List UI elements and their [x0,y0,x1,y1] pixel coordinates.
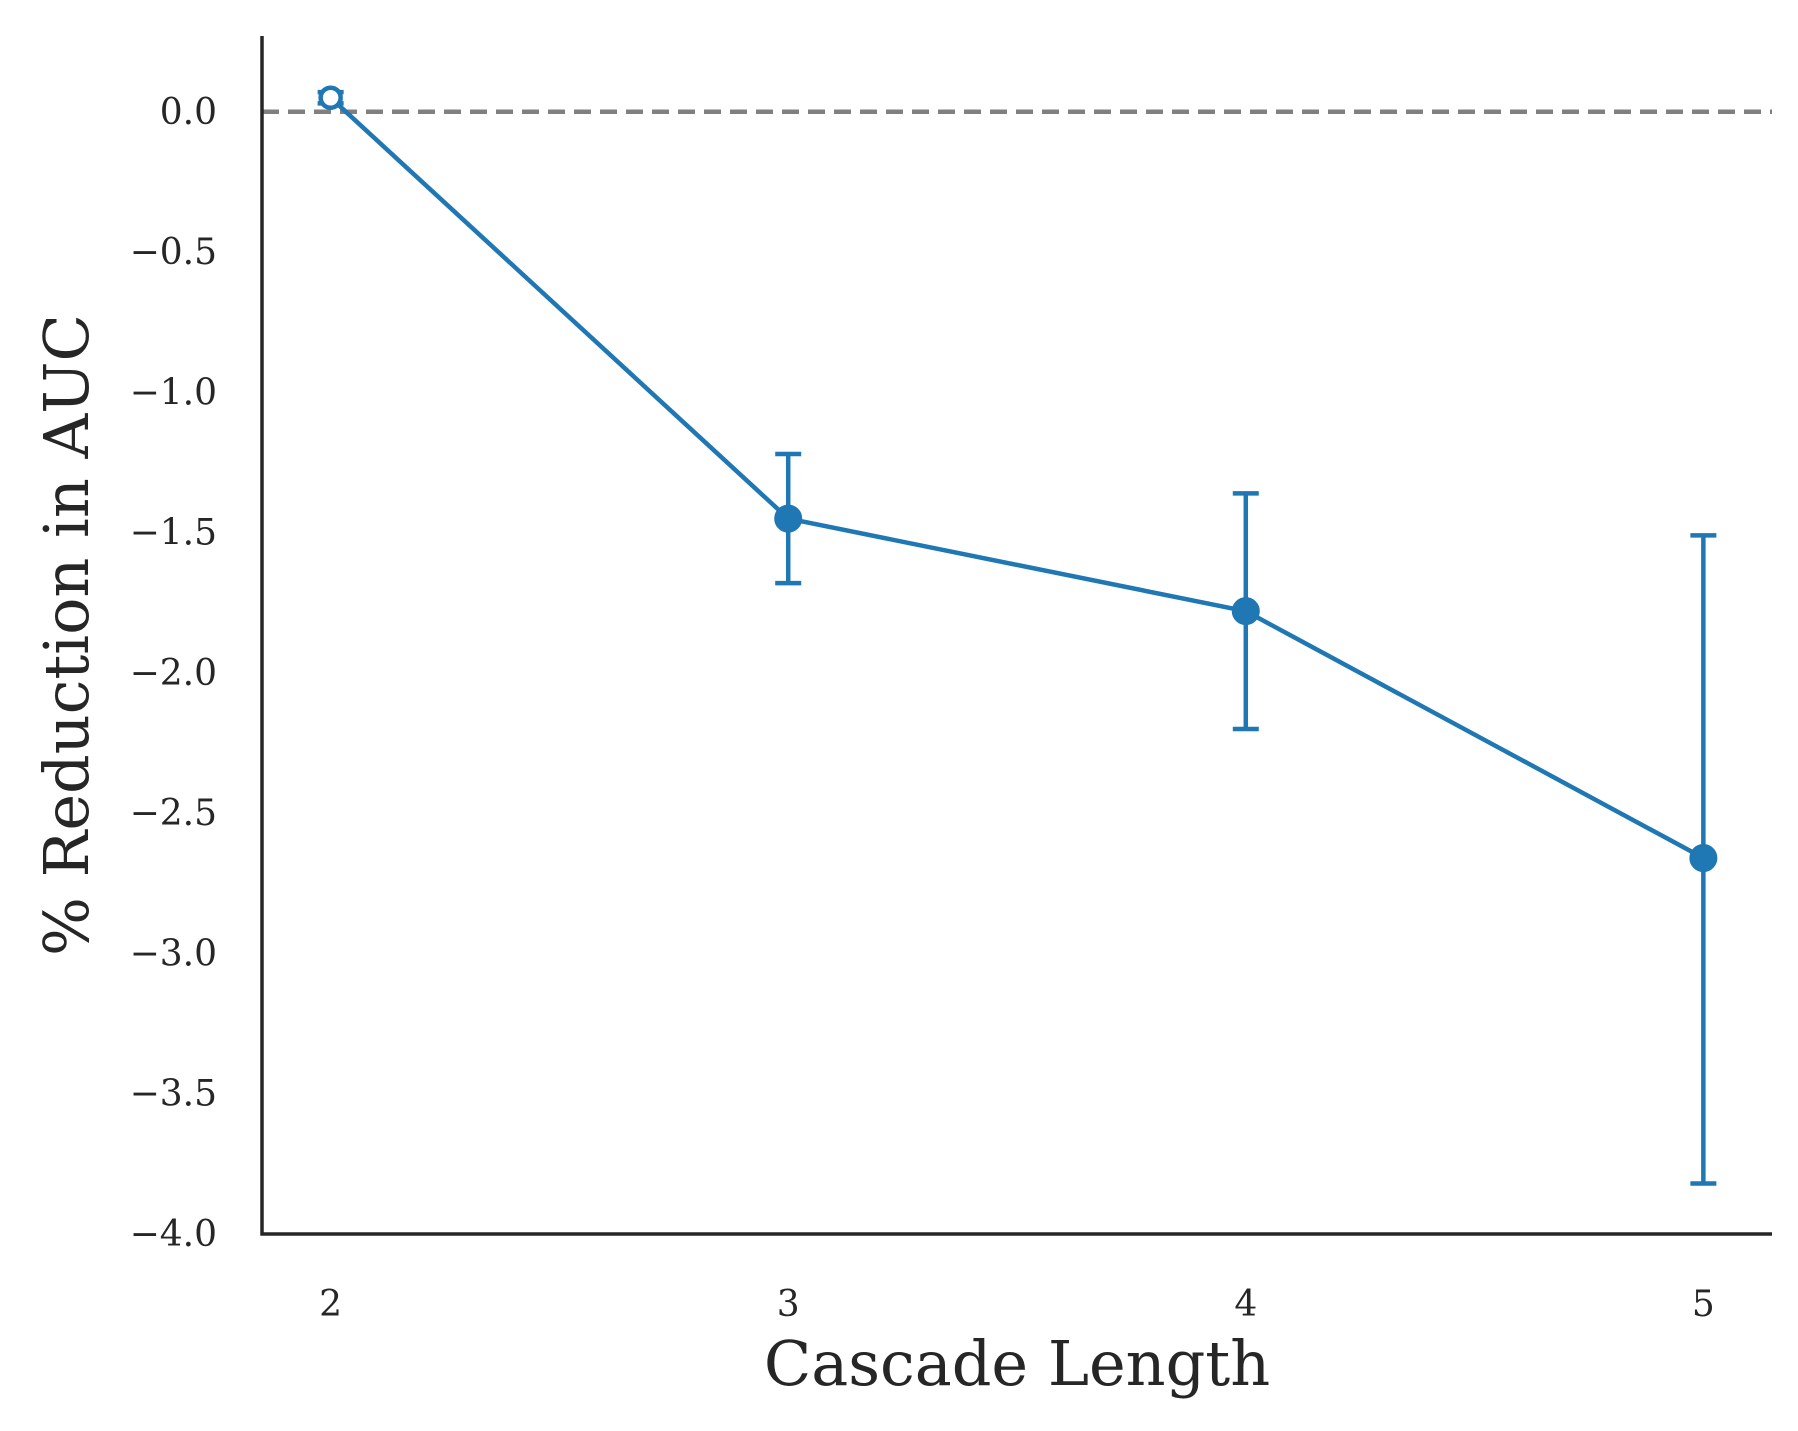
y-tick-label: −3.0 [130,933,217,974]
y-tick-label: 0.0 [160,92,217,133]
labels-layer: 0.0 −0.5 −1.0 −1.5 −2.0 −2.5 −3.0 −3.5 −4.0 2 3 4 5 [130,92,1715,1325]
x-axis-title: Cascade Length [764,1327,1270,1400]
series-line [329,96,1705,860]
y-tick-label: −1.0 [130,372,217,413]
x-tick-label: 2 [319,1284,342,1325]
y-tick-label: −2.5 [130,793,217,834]
x-tick-label: 4 [1234,1284,1257,1325]
data-point [318,85,343,110]
y-axis-title: % Reduction in AUC [30,314,103,956]
y-tick-label: −3.5 [130,1074,217,1115]
data-point [774,504,803,533]
axes-layer [260,36,1772,1236]
series-layer [317,85,1718,1186]
y-tick-label: −4.0 [130,1214,217,1255]
y-tick-label: −2.0 [130,653,217,694]
data-point [1689,844,1718,873]
y-tick-label: −1.5 [130,513,217,554]
x-tick-label: 5 [1692,1284,1715,1325]
x-tick-label: 3 [777,1284,800,1325]
y-tick-label: −0.5 [130,232,217,273]
data-point [1231,597,1260,626]
